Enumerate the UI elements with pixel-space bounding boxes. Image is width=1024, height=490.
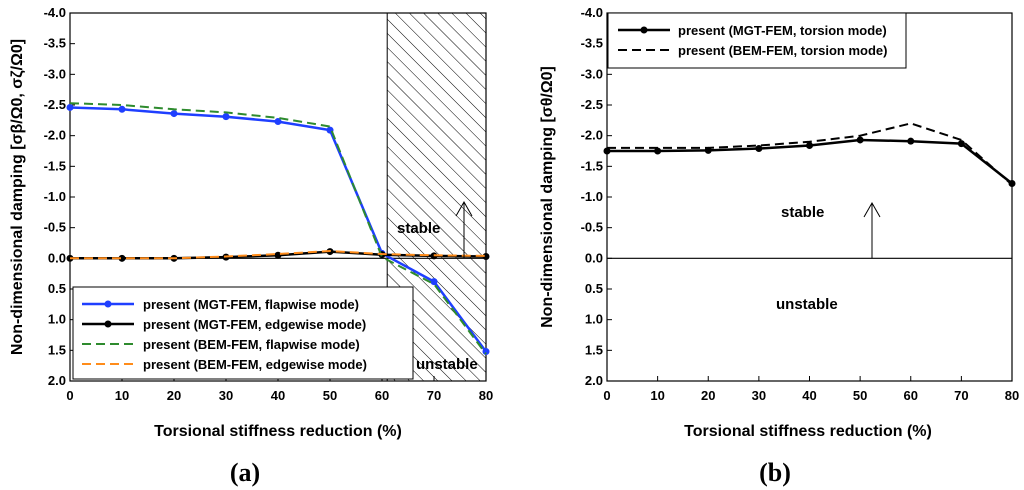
x-tick-label: 50	[323, 388, 337, 403]
panel-a-series	[66, 102, 490, 356]
y-tick-label: -1.0	[581, 189, 603, 204]
panel-a-x-axis-title: Torsional stiffness reduction (%)	[154, 423, 402, 440]
panel-a-y-axis-title: Non-dimensional damping [σβ/Ω0, σζ/Ω0]	[9, 39, 26, 355]
x-tick-label: 10	[115, 388, 129, 403]
x-tick-label: 0	[603, 388, 610, 403]
legend-label-a1: present (MGT-FEM, edgewise mode)	[143, 317, 366, 332]
panel-a-stable-label: stable	[397, 220, 440, 237]
x-tick-label: 10	[650, 388, 664, 403]
y-tick-label: -2.5	[581, 97, 603, 112]
data-point-b0	[603, 147, 611, 155]
y-tick-label: 1.5	[585, 342, 603, 357]
legend-marker-a0	[104, 300, 112, 308]
data-point-b0	[806, 141, 813, 149]
legend-marker-b0	[640, 26, 648, 34]
panel-b-arrowhead	[863, 201, 881, 218]
legend-label-a2: present (BEM-FEM, flapwise mode)	[143, 337, 360, 352]
y-tick-label: 0.0	[48, 250, 66, 265]
y-tick-label: 2.0	[585, 373, 603, 388]
data-point-a1	[274, 251, 282, 259]
panel-b-series	[603, 122, 1016, 188]
y-tick-label: 0.5	[48, 281, 66, 296]
legend-label-b1: present (BEM-FEM, torsion mode)	[678, 43, 887, 58]
legend-label-a3: present (BEM-FEM, edgewise mode)	[143, 357, 367, 372]
panel-b-y-axis-title: Non-dimensional damping [σθ/Ω0]	[539, 66, 556, 328]
x-tick-label: 80	[1005, 388, 1019, 403]
panel-b: -4.0 -3.5 -3.0 -2.5 -2.0 -1.5 -1.0 -0.5 0.0 0.5 1.…	[539, 5, 1019, 487]
panel-b-unstable-label: unstable	[776, 296, 838, 313]
panel-a-arrowhead	[455, 200, 473, 217]
data-point-a1	[118, 254, 126, 262]
x-tick-label: 40	[802, 388, 816, 403]
x-tick-label: 0	[66, 388, 73, 403]
data-point-a0	[274, 118, 282, 126]
data-point-a0	[170, 110, 178, 118]
data-point-a1	[482, 252, 490, 260]
panel-b-x-ticks: 0 10 20 30 40 50 60 70 80	[603, 376, 1019, 403]
data-point-b0	[654, 147, 662, 155]
series-line-b1	[607, 122, 1013, 186]
x-tick-label: 40	[271, 388, 285, 403]
y-tick-label: -0.5	[44, 220, 66, 235]
y-tick-label: -3.0	[581, 66, 603, 81]
x-tick-label: 30	[219, 388, 233, 403]
x-tick-label: 30	[752, 388, 766, 403]
x-tick-label: 80	[479, 388, 493, 403]
y-tick-label: -0.5	[581, 220, 603, 235]
y-tick-label: -2.0	[581, 128, 603, 143]
x-tick-label: 70	[954, 388, 968, 403]
y-tick-label: -1.0	[44, 189, 66, 204]
panel-a: -4.0 -3.5 -3.0 -2.5 -2.0 -1.5 -1.0 -0.5 0.0 0.5 1.…	[9, 5, 493, 487]
panel-b-legend-box	[607, 12, 907, 69]
data-point-a0	[66, 103, 74, 111]
data-point-b0	[907, 137, 915, 145]
panel-a-legend: present (MGT-FEM, flapwise mode) present…	[72, 286, 414, 380]
data-point-b0	[957, 140, 965, 148]
x-tick-label: 20	[167, 388, 181, 403]
legend-label-a0: present (MGT-FEM, flapwise mode)	[143, 297, 359, 312]
y-tick-label: 0.0	[585, 250, 603, 265]
y-tick-label: -2.5	[44, 97, 66, 112]
y-tick-label: 1.5	[48, 342, 66, 357]
y-tick-label: -3.0	[44, 66, 66, 81]
panel-b-legend: present (MGT-FEM, torsion mode) present …	[607, 12, 907, 69]
y-tick-label: -2.0	[44, 128, 66, 143]
panel-b-y-ticks: -4.0 -3.5 -3.0 -2.5 -2.0 -1.5 -1.0 -0.5 0.0 0.5 1.…	[581, 5, 612, 388]
y-tick-label: -4.0	[581, 5, 603, 20]
y-tick-label: -3.5	[44, 36, 66, 51]
data-point-a0	[430, 278, 438, 286]
data-point-a0	[118, 105, 126, 113]
data-point-a0	[482, 348, 490, 356]
x-tick-label: 20	[701, 388, 715, 403]
panel-b-caption: (b)	[759, 458, 791, 487]
panel-a-y-ticks: -4.0 -3.5 -3.0 -2.5 -2.0 -1.5 -1.0 -0.5 0.0 0.5 1.…	[44, 5, 75, 388]
y-tick-label: -1.5	[44, 158, 66, 173]
data-point-b0	[755, 145, 763, 153]
data-point-b0	[856, 136, 864, 144]
y-tick-label: 1.0	[585, 312, 603, 327]
legend-marker-a1	[104, 320, 112, 328]
y-tick-label: 1.0	[48, 312, 66, 327]
panel-a-caption: (a)	[230, 458, 260, 487]
panel-a-x-ticks: 0 10 20 30 40 50 60 70 80	[66, 376, 493, 403]
x-tick-label: 50	[853, 388, 867, 403]
x-tick-label: 60	[375, 388, 389, 403]
data-point-a0	[222, 113, 230, 121]
x-tick-label: 70	[427, 388, 441, 403]
legend-label-b0: present (MGT-FEM, torsion mode)	[678, 23, 887, 38]
y-tick-label: -4.0	[44, 5, 66, 20]
panel-b-x-axis-title: Torsional stiffness reduction (%)	[684, 423, 932, 440]
panel-b-stable-label: stable	[781, 204, 824, 221]
y-tick-label: -1.5	[581, 158, 603, 173]
y-tick-label: 0.5	[585, 281, 603, 296]
x-tick-label: 60	[904, 388, 918, 403]
panel-a-unstable-label: unstable	[416, 356, 478, 373]
series-line-a2	[69, 102, 487, 355]
y-tick-label: 2.0	[48, 373, 66, 388]
y-tick-label: -3.5	[581, 36, 603, 51]
